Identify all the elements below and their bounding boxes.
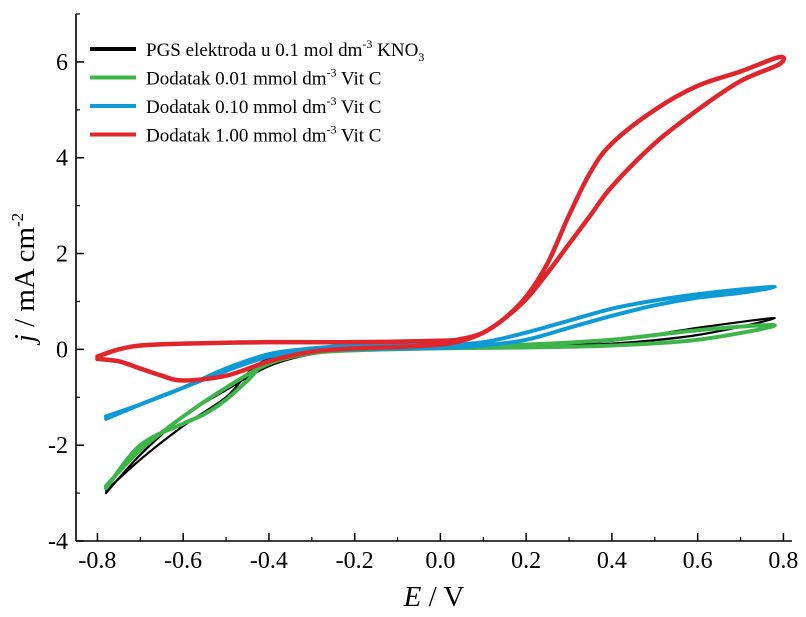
y-axis-title-exponent: -2 xyxy=(8,213,27,227)
y-tick-label: 4 xyxy=(56,146,68,172)
legend: PGS elektroda u 0.1 mol dm-3 KNO3Dodatak… xyxy=(90,37,424,147)
y-tick-label: 2 xyxy=(56,242,68,268)
legend-label-4: Dodatak 1.00 mmol dm-3 Vit C xyxy=(146,123,381,147)
x-axis-title-unit: / V xyxy=(421,581,464,613)
x-tick-label: -0.4 xyxy=(250,548,288,574)
x-tick-label: -0.8 xyxy=(78,548,116,574)
y-tick-label: 0 xyxy=(56,337,68,363)
y-tick-label: -2 xyxy=(48,433,68,459)
plot-series-group xyxy=(95,54,787,495)
y-axis-title: j / mA cm-2 xyxy=(8,213,41,346)
x-tick-label: 0.0 xyxy=(425,548,455,574)
series-line-4 xyxy=(95,54,787,383)
legend-label-3: Dodatak 0.10 mmol dm-3 Vit C xyxy=(146,94,381,118)
y-axis-title-symbol: j xyxy=(9,334,41,346)
y-tick-label: 6 xyxy=(56,50,68,76)
x-tick-label: -0.6 xyxy=(164,548,202,574)
x-axis-title: E / V xyxy=(403,581,465,613)
axes-group xyxy=(75,14,792,542)
legend-label-1: PGS elektroda u 0.1 mol dm-3 KNO3 xyxy=(146,37,424,64)
y-axis-title-unit: / mA cm xyxy=(9,227,41,335)
x-tick-label: -0.2 xyxy=(336,548,374,574)
ticks-group: -0.8 -0.6 -0.4 -0.2 0.0 0.2 0.4 0.6 0.8 -4 -2 0 2 4 6 xyxy=(48,13,798,574)
legend-label-2: Dodatak 0.01 mmol dm-3 Vit C xyxy=(146,66,381,90)
x-tick-label: 0.8 xyxy=(768,548,798,574)
x-tick-label: 0.4 xyxy=(597,548,627,574)
y-tick-label: -4 xyxy=(48,529,68,555)
x-tick-label: 0.2 xyxy=(511,548,541,574)
x-axis-title-symbol: E xyxy=(403,581,422,613)
x-tick-label: 0.6 xyxy=(683,548,713,574)
